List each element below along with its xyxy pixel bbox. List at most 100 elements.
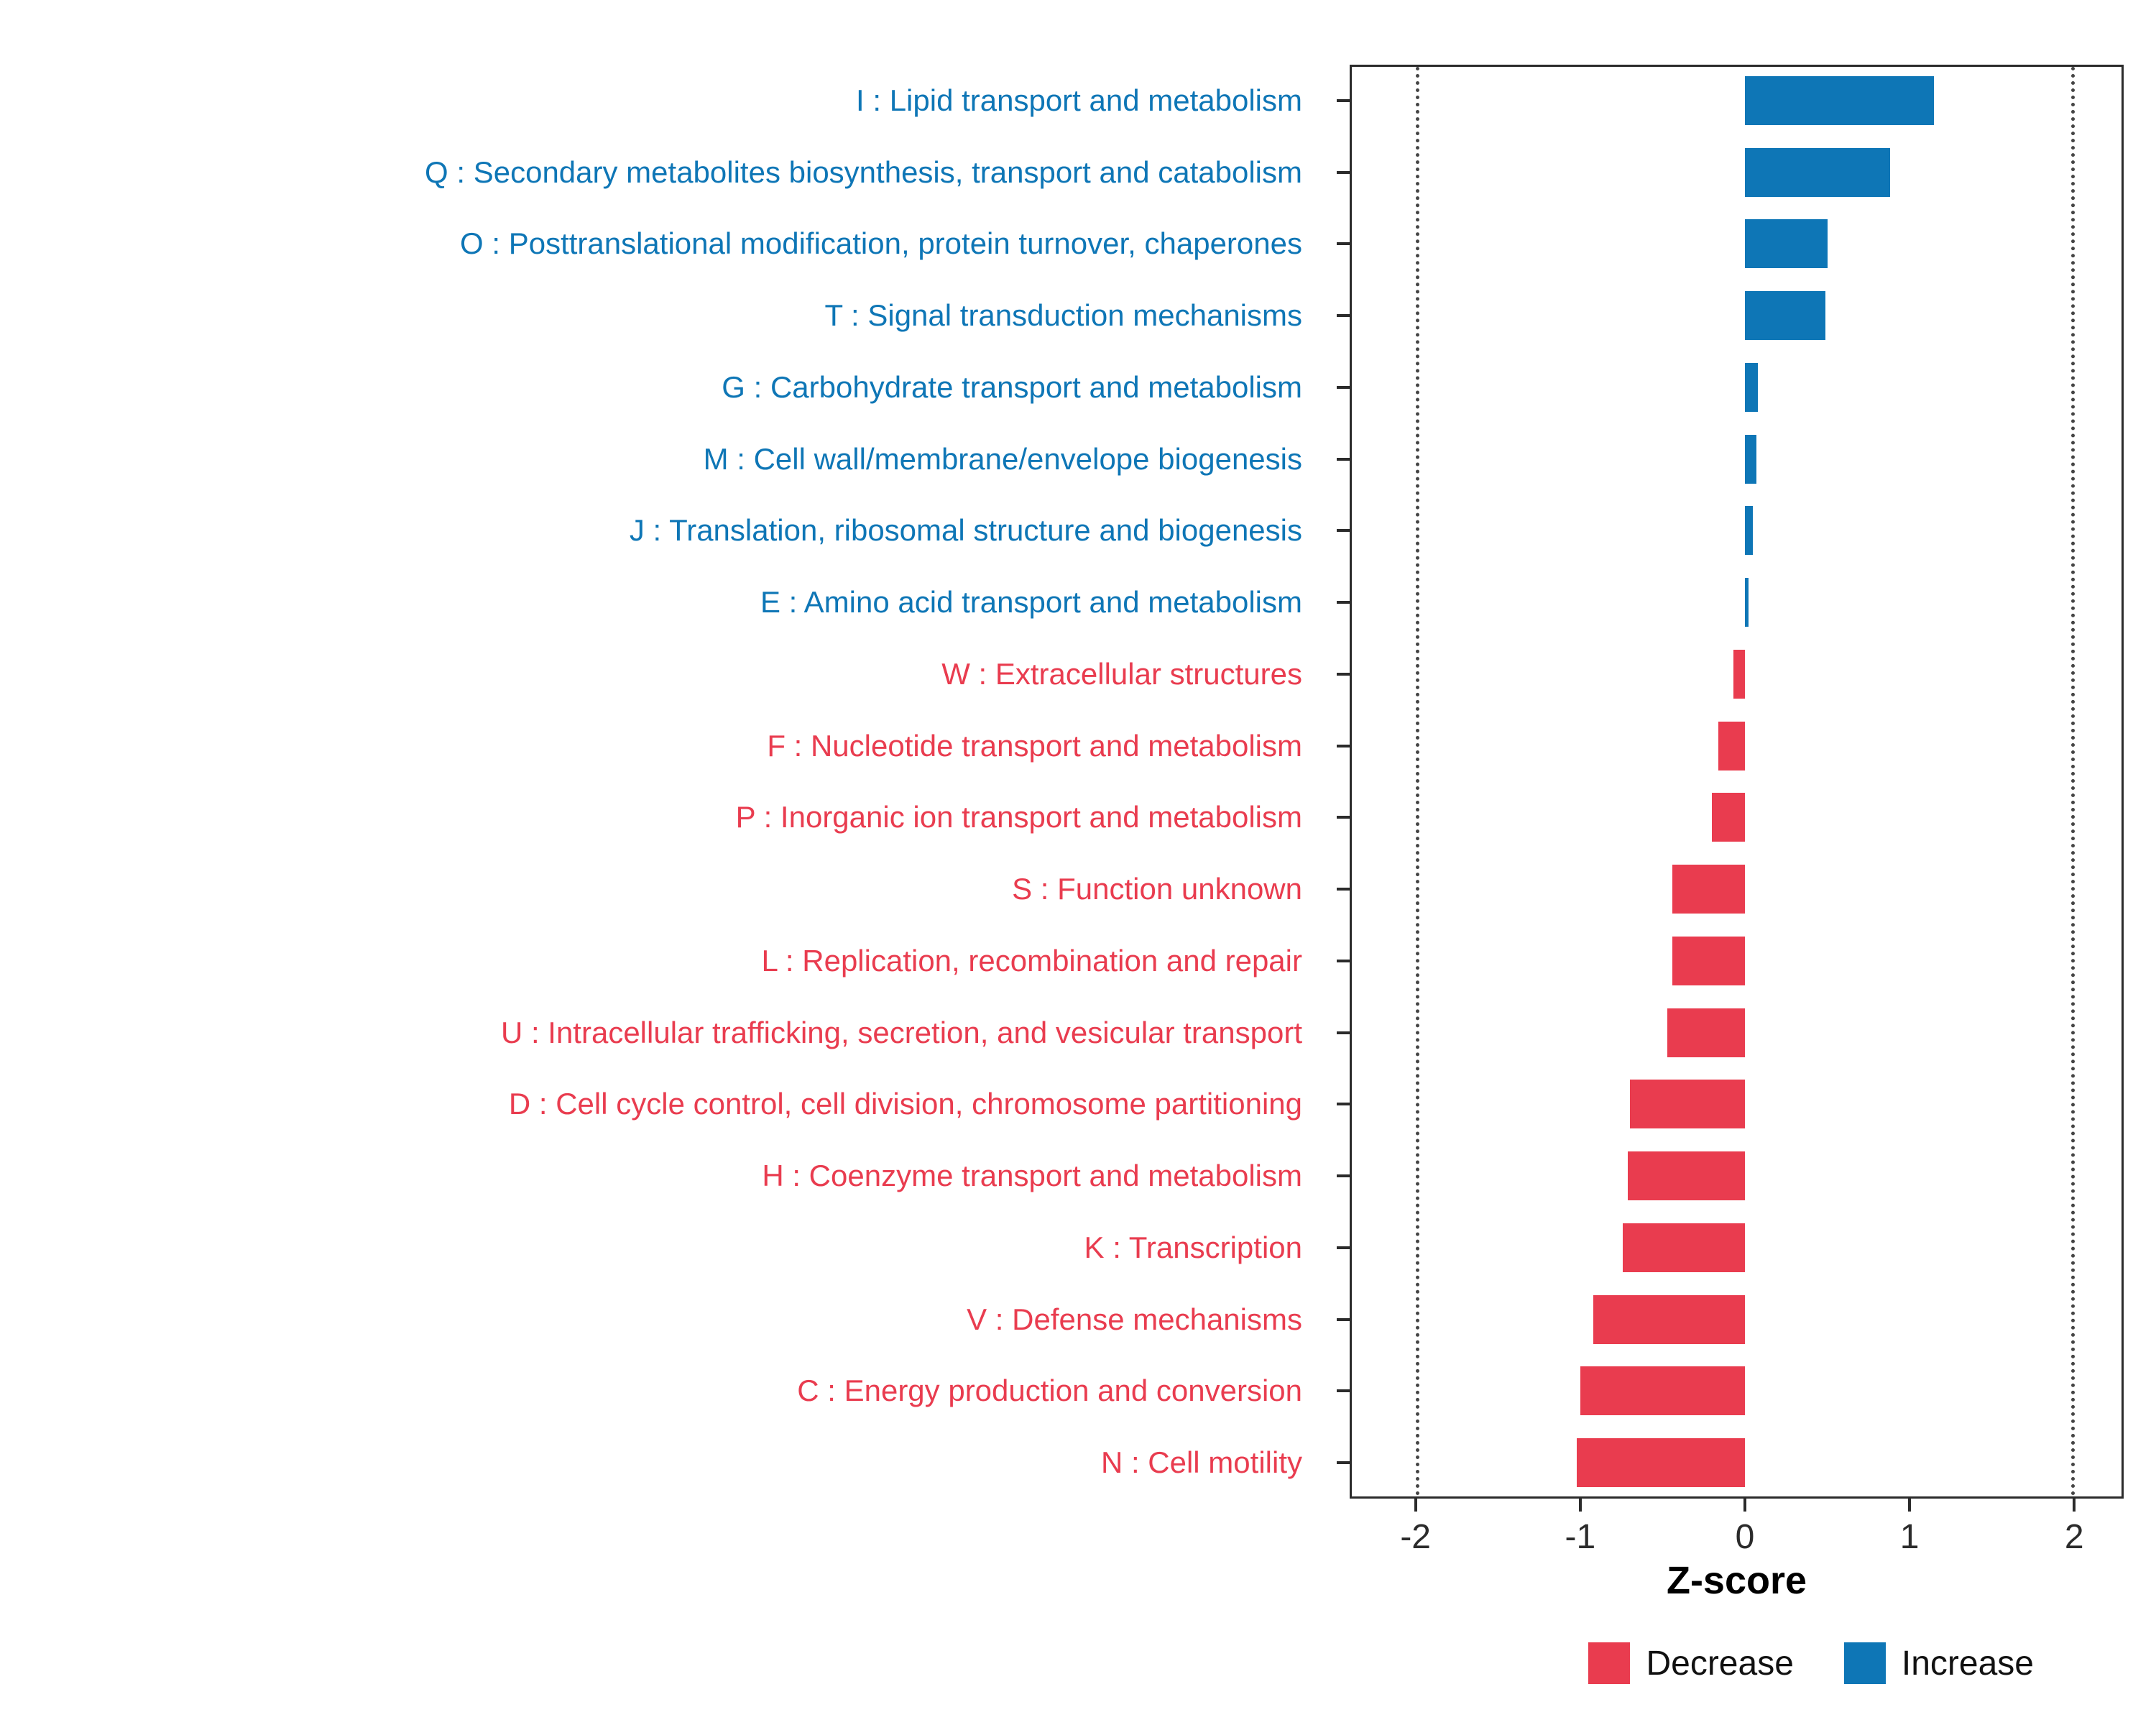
- bar-track: [1350, 1356, 2124, 1427]
- bar-row: T : Signal transduction mechanisms: [0, 280, 2156, 351]
- bar-row: P : Inorganic ion transport and metaboli…: [0, 782, 2156, 854]
- x-axis: -2 -1 0 1 2: [1350, 1499, 2124, 1578]
- bar-row: K : Transcription: [0, 1212, 2156, 1284]
- y-tick-cell: [1302, 672, 1350, 676]
- bar-track: [1350, 65, 2124, 137]
- x-tick-mark: [1908, 1499, 1912, 1512]
- y-tick-mark: [1337, 1031, 1350, 1034]
- y-tick-mark: [1337, 959, 1350, 962]
- bar-track: [1350, 1284, 2124, 1356]
- y-tick-cell: [1302, 1246, 1350, 1249]
- legend-swatch: [1843, 1642, 1886, 1684]
- category-label: D : Cell cycle control, cell division, c…: [508, 1087, 1302, 1121]
- bar-row: S : Function unknown: [0, 853, 2156, 925]
- y-tick-cell: [1302, 457, 1350, 461]
- y-tick-mark: [1337, 1103, 1350, 1106]
- bar: [1672, 865, 1745, 914]
- y-tick-cell: [1302, 959, 1350, 962]
- y-tick-mark: [1337, 1246, 1350, 1249]
- bar: [1580, 1366, 1745, 1416]
- bar: [1718, 721, 1745, 770]
- category-label: L : Replication, recombination and repai…: [761, 943, 1302, 978]
- x-tick-label: 0: [1735, 1518, 1755, 1556]
- y-tick-mark: [1337, 672, 1350, 676]
- y-tick-cell: [1302, 1031, 1350, 1034]
- y-tick-cell: [1302, 98, 1350, 102]
- bar-row: V : Defense mechanisms: [0, 1284, 2156, 1356]
- bar-row: C : Energy production and conversion: [0, 1356, 2156, 1427]
- y-tick-mark: [1337, 744, 1350, 748]
- category-label: H : Coenzyme transport and metabolism: [762, 1159, 1302, 1193]
- y-tick-cell: [1302, 529, 1350, 533]
- bar-row: U : Intracellular trafficking, secretion…: [0, 997, 2156, 1069]
- legend-label: Decrease: [1646, 1644, 1794, 1683]
- bar-row: N : Cell motility: [0, 1427, 2156, 1499]
- y-tick-cell: [1302, 1174, 1350, 1178]
- y-tick-mark: [1337, 601, 1350, 604]
- x-tick-mark: [1578, 1499, 1582, 1512]
- bar-row: G : Carbohydrate transport and metabolis…: [0, 351, 2156, 423]
- bar: [1733, 649, 1745, 699]
- category-label: Q : Secondary metabolites biosynthesis, …: [425, 155, 1302, 189]
- category-label: W : Extracellular structures: [941, 656, 1302, 691]
- bar: [1577, 1438, 1745, 1488]
- y-tick-cell: [1302, 1389, 1350, 1393]
- y-tick-cell: [1302, 816, 1350, 819]
- y-tick-mark: [1337, 385, 1350, 389]
- bar: [1672, 936, 1745, 985]
- y-tick-mark: [1337, 314, 1350, 318]
- y-tick-cell: [1302, 242, 1350, 246]
- bar: [1744, 362, 1759, 412]
- bar-track: [1350, 137, 2124, 208]
- reference-line: [1416, 67, 1420, 1496]
- category-label: N : Cell motility: [1100, 1445, 1302, 1480]
- y-tick-mark: [1337, 1461, 1350, 1465]
- bar-track: [1350, 495, 2124, 567]
- y-tick-mark: [1337, 1317, 1350, 1321]
- bar: [1629, 1080, 1745, 1129]
- bar-track: [1350, 853, 2124, 925]
- bar: [1744, 147, 1890, 197]
- bar-row: I : Lipid transport and metabolism: [0, 65, 2156, 137]
- bar-track: [1350, 638, 2124, 710]
- y-tick-cell: [1302, 170, 1350, 174]
- category-label: C : Energy production and conversion: [797, 1374, 1302, 1408]
- category-label: P : Inorganic ion transport and metaboli…: [735, 800, 1302, 834]
- bar-track: [1350, 208, 2124, 280]
- category-label: U : Intracellular trafficking, secretion…: [500, 1015, 1302, 1049]
- bar: [1744, 291, 1826, 341]
- reference-line: [2070, 67, 2075, 1496]
- bar-row: W : Extracellular structures: [0, 638, 2156, 710]
- bar: [1744, 506, 1754, 556]
- bar-track: [1350, 423, 2124, 495]
- y-tick-mark: [1337, 242, 1350, 246]
- legend-item-increase: Increase: [1843, 1642, 2034, 1684]
- bar-track: [1350, 280, 2124, 351]
- bar-track: [1350, 997, 2124, 1069]
- bar: [1712, 793, 1745, 842]
- y-tick-cell: [1302, 314, 1350, 318]
- bar-track: [1350, 782, 2124, 854]
- bar-track: [1350, 1140, 2124, 1212]
- x-tick-label: -1: [1565, 1518, 1596, 1556]
- bar-rows: I : Lipid transport and metabolism Q : Se…: [0, 65, 2156, 1499]
- category-label: V : Defense mechanisms: [967, 1302, 1302, 1336]
- bar-row: Q : Secondary metabolites biosynthesis, …: [0, 137, 2156, 208]
- category-label: M : Cell wall/membrane/envelope biogenes…: [703, 441, 1302, 476]
- y-tick-mark: [1337, 1389, 1350, 1393]
- bar: [1744, 219, 1828, 269]
- category-label: G : Carbohydrate transport and metabolis…: [722, 369, 1302, 404]
- y-tick-mark: [1337, 170, 1350, 174]
- bar-track: [1350, 710, 2124, 782]
- category-label: F : Nucleotide transport and metabolism: [767, 728, 1302, 763]
- bar-row: E : Amino acid transport and metabolism: [0, 566, 2156, 638]
- bar: [1744, 578, 1749, 627]
- x-tick-label: 2: [2064, 1518, 2084, 1556]
- y-tick-mark: [1337, 888, 1350, 891]
- bar: [1667, 1008, 1745, 1057]
- y-tick-cell: [1302, 1103, 1350, 1106]
- bar-row: D : Cell cycle control, cell division, c…: [0, 1069, 2156, 1141]
- y-tick-mark: [1337, 816, 1350, 819]
- y-tick-cell: [1302, 385, 1350, 389]
